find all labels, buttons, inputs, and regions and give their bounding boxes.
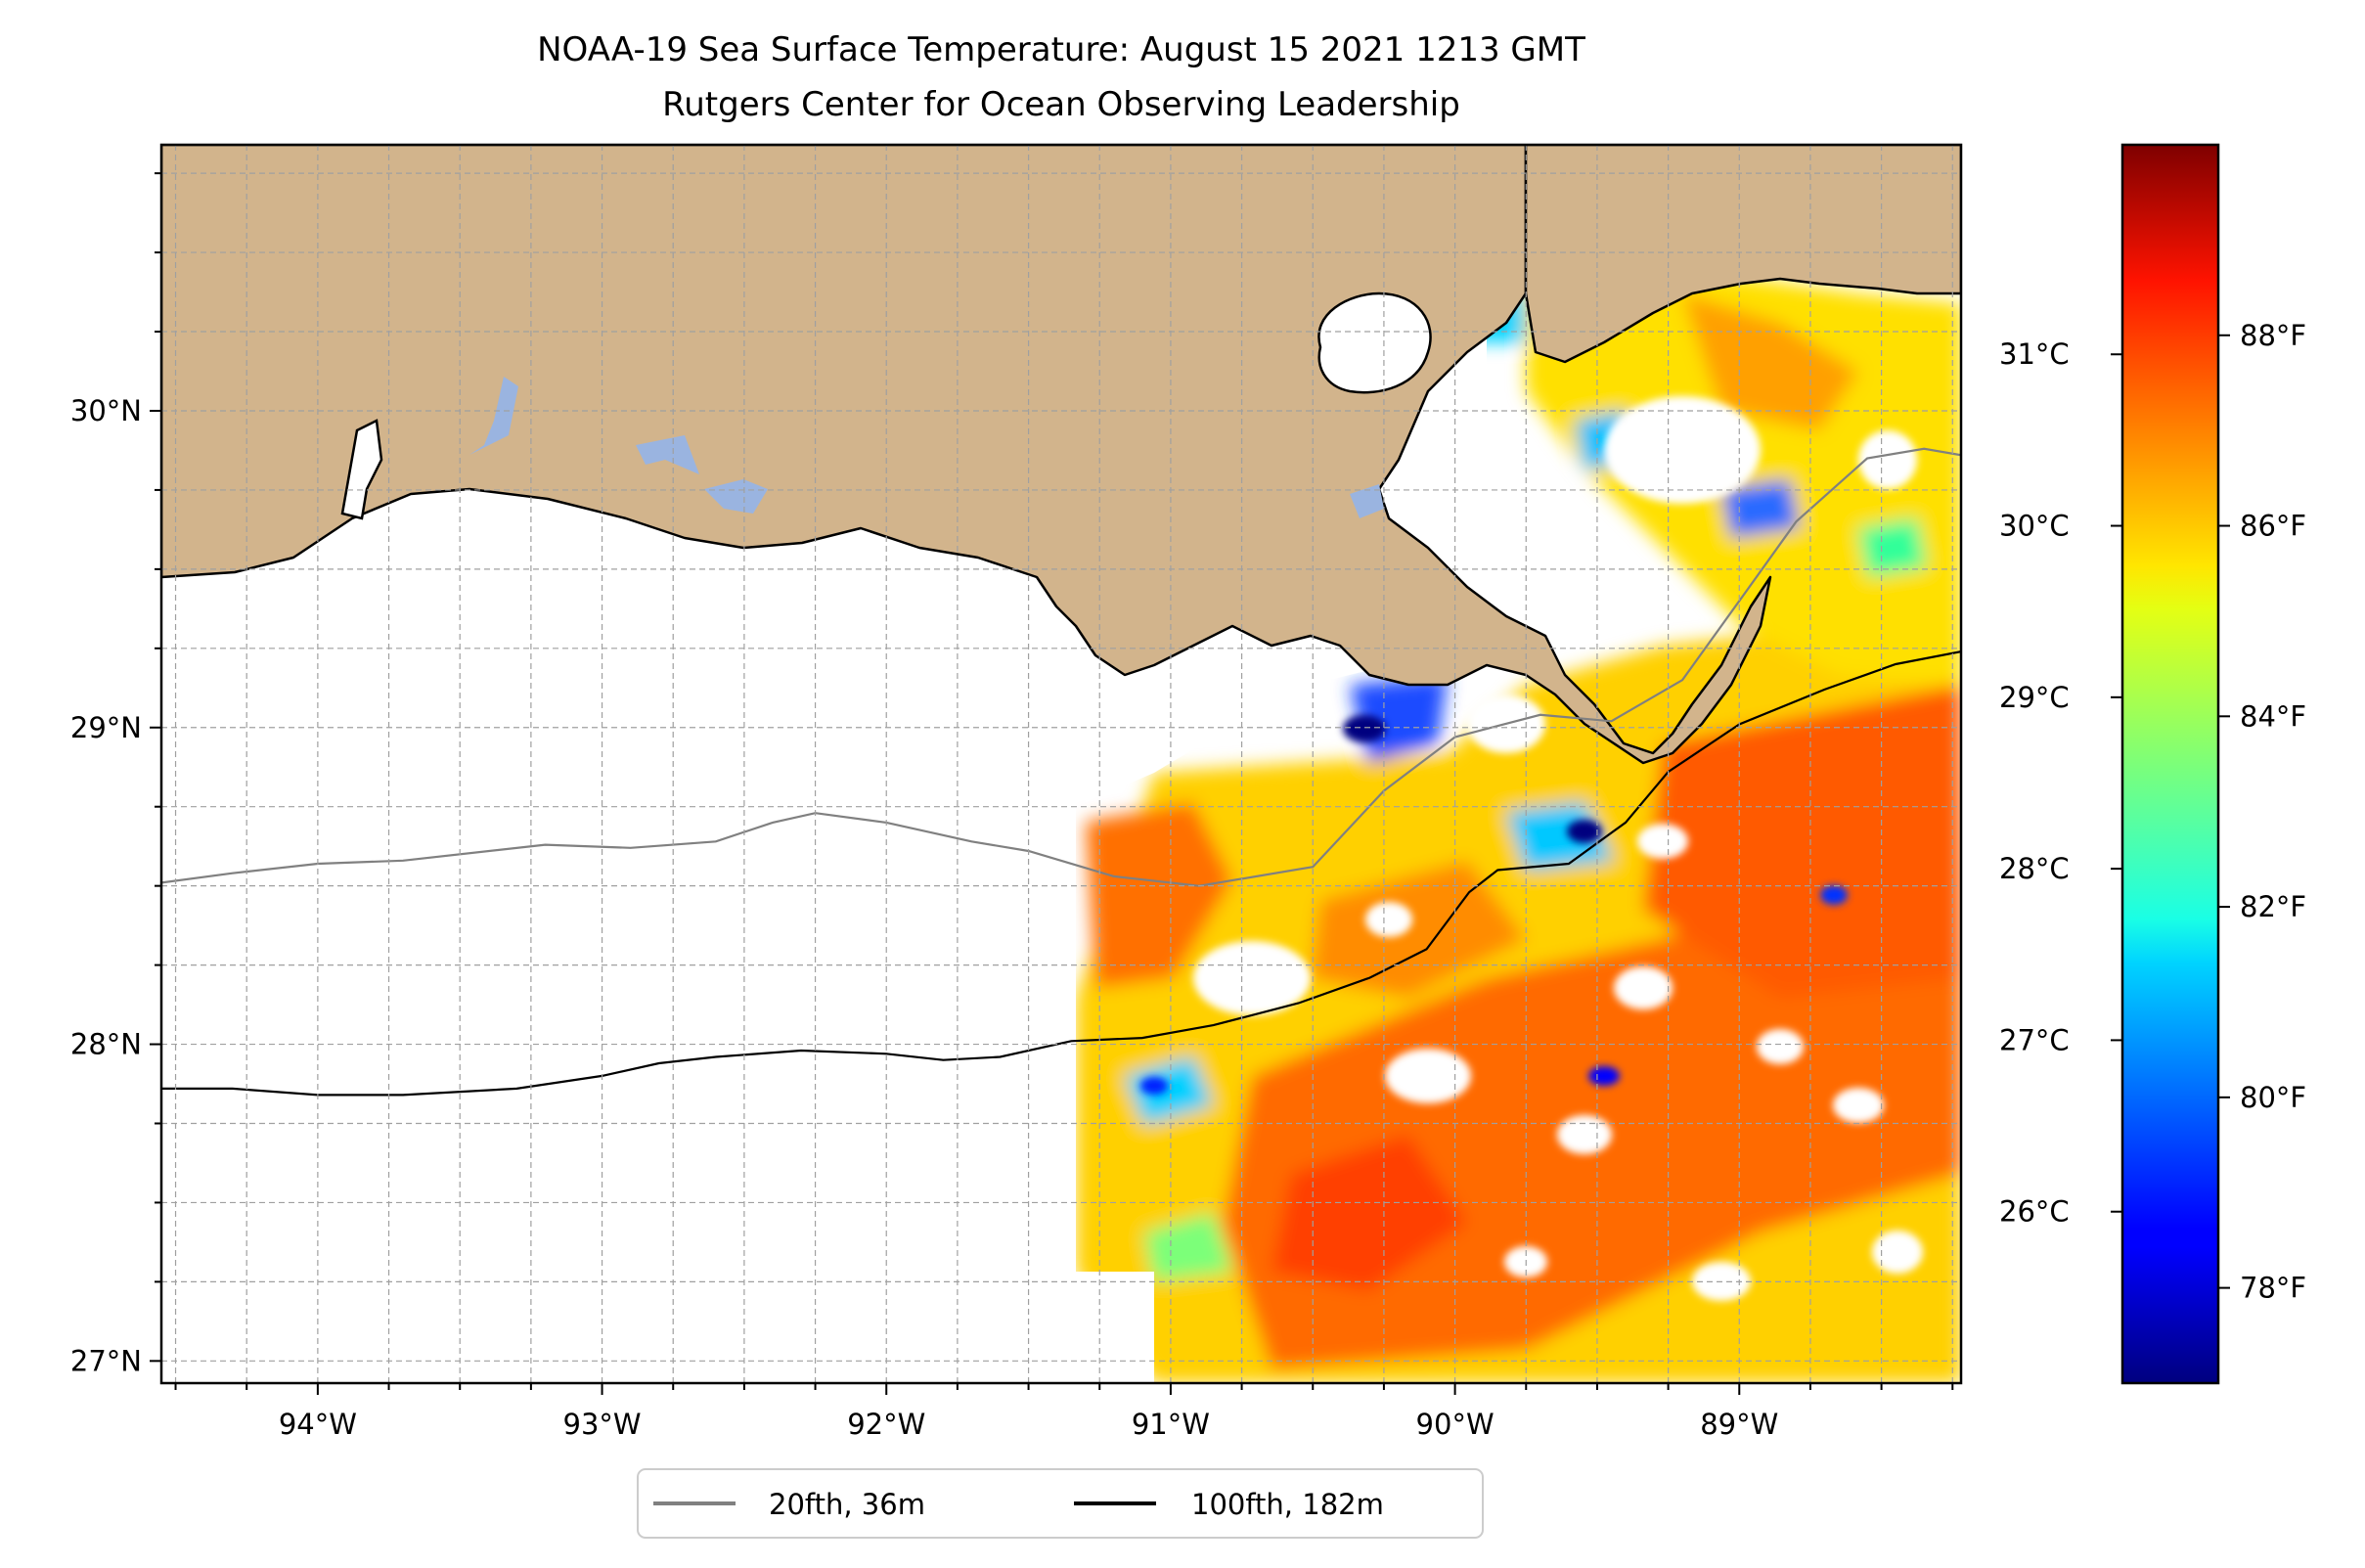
y-tick-label: 27°N bbox=[70, 1344, 142, 1377]
fahrenheit-tick-label: 88°F bbox=[2240, 319, 2306, 352]
title-line-1: NOAA-19 Sea Surface Temperature: August … bbox=[537, 30, 1585, 69]
celsius-tick-label: 29°C bbox=[1999, 681, 2070, 714]
x-tick-label: 93°W bbox=[563, 1408, 642, 1441]
isobath-100fth-line bbox=[161, 650, 1961, 1097]
legend-box bbox=[637, 1468, 1484, 1539]
fahrenheit-tick-label: 86°F bbox=[2240, 510, 2306, 543]
inland-lakes bbox=[469, 377, 1384, 518]
fahrenheit-tick-label: 80°F bbox=[2240, 1081, 2306, 1114]
map-panel bbox=[161, 145, 1961, 1383]
legend: 20fth, 36m 100fth, 182m bbox=[637, 1468, 1484, 1539]
map-frame bbox=[159, 143, 1963, 1385]
fahrenheit-tick-label: 84°F bbox=[2240, 699, 2306, 733]
title-line-2: Rutgers Center for Ocean Observing Leade… bbox=[662, 85, 1460, 124]
isobath-contours bbox=[161, 447, 1961, 1097]
colorbar bbox=[2120, 143, 2220, 1385]
celsius-tick-label: 26°C bbox=[1999, 1195, 2070, 1229]
y-tick-label: 29°N bbox=[70, 711, 142, 744]
fahrenheit-tick-label: 78°F bbox=[2240, 1272, 2306, 1305]
y-tick-label: 30°N bbox=[70, 394, 142, 427]
x-tick-label: 91°W bbox=[1132, 1408, 1210, 1441]
fahrenheit-tick-label: 82°F bbox=[2240, 890, 2306, 923]
celsius-tick-label: 28°C bbox=[1999, 852, 2070, 885]
celsius-tick-label: 30°C bbox=[1999, 510, 2070, 543]
isobath-20fth-line bbox=[161, 447, 1961, 887]
lake-pontchartrain bbox=[1317, 291, 1432, 394]
colorbar-celsius-axis: 26°C 27°C 28°C 29°C 30°C 31°C bbox=[1999, 337, 2122, 1229]
colorbar-fahrenheit-axis: 78°F 80°F 82°F 84°F 86°F 88°F bbox=[2218, 319, 2306, 1305]
x-tick-label: 89°W bbox=[1700, 1408, 1778, 1441]
map-gridlines bbox=[161, 145, 1961, 1383]
celsius-tick-label: 27°C bbox=[1999, 1023, 2070, 1056]
y-tick-label: 28°N bbox=[70, 1028, 142, 1061]
lake-calcasieu bbox=[340, 419, 383, 520]
legend-label-100fth: 100fth, 182m bbox=[1191, 1488, 1384, 1521]
x-tick-label: 90°W bbox=[1416, 1408, 1495, 1441]
longitude-axis: 94°W 93°W 92°W 91°W 90°W 89°W bbox=[174, 1383, 1954, 1441]
x-tick-label: 92°W bbox=[847, 1408, 925, 1441]
x-tick-label: 94°W bbox=[279, 1408, 357, 1441]
mississippi-land bbox=[1524, 145, 1961, 364]
legend-label-20fth: 20fth, 36m bbox=[769, 1488, 925, 1521]
latitude-axis: 27°N 28°N 29°N 30°N bbox=[70, 172, 161, 1377]
celsius-tick-label: 31°C bbox=[1999, 337, 2070, 371]
